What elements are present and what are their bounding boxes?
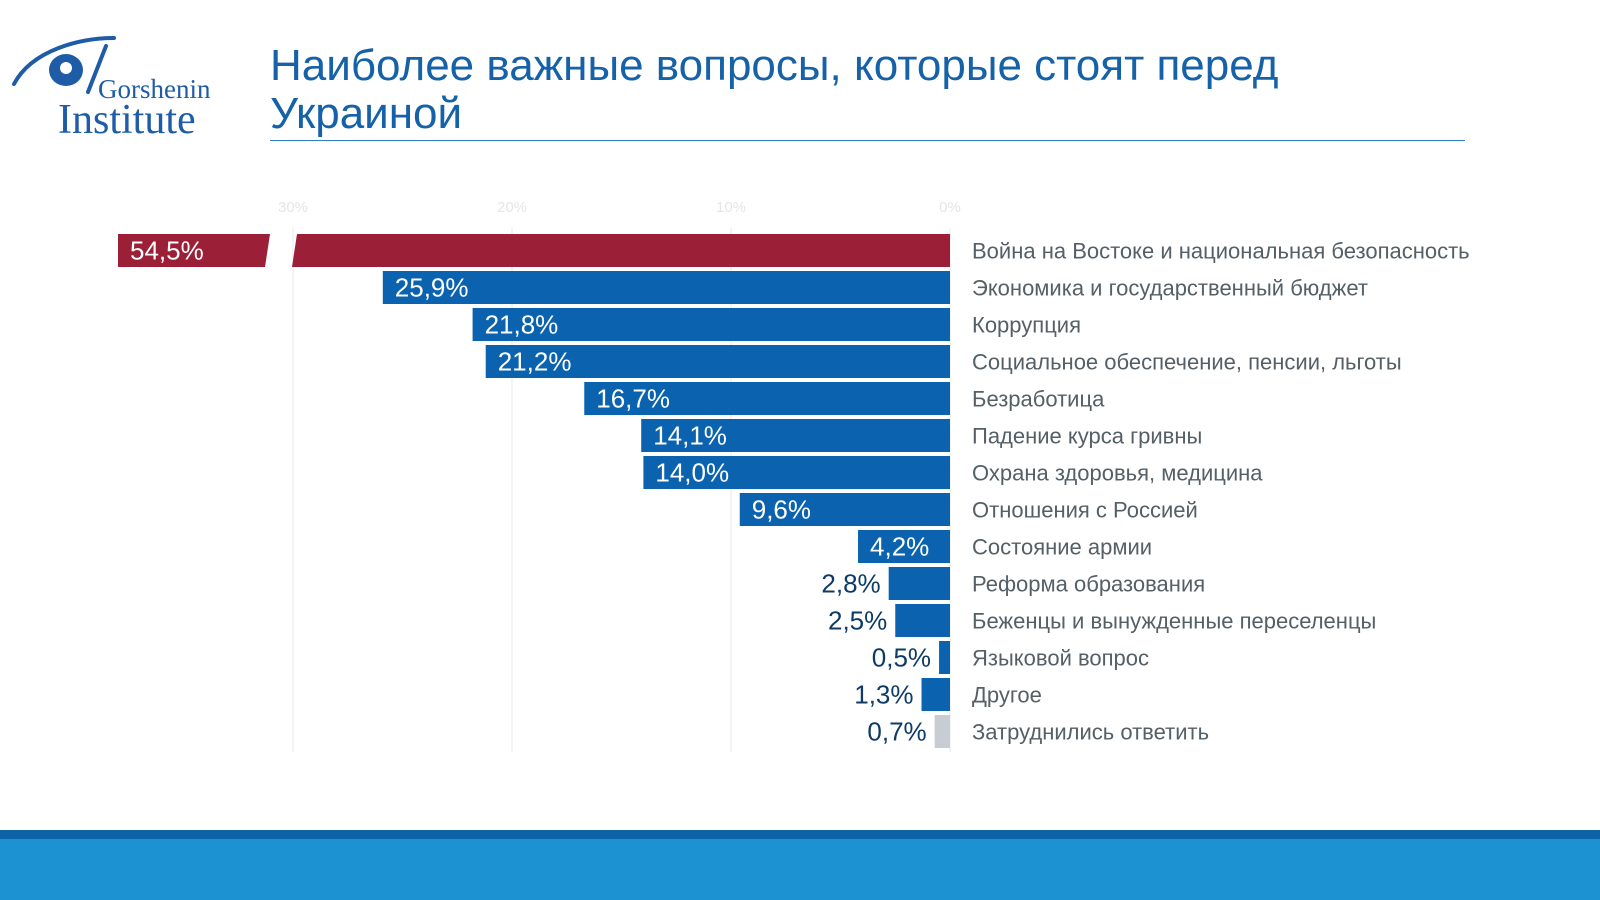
bar	[382, 271, 950, 304]
bar-value-label: 0,7%	[867, 717, 926, 747]
x-tick-label: 30%	[278, 199, 308, 216]
bar-value-label: 25,9%	[395, 273, 469, 303]
category-label: Реформа образования	[972, 572, 1205, 597]
bar	[858, 530, 950, 563]
bar-value-label: 1,3%	[854, 680, 913, 710]
bar	[895, 604, 950, 637]
eye-logo-icon	[12, 36, 116, 94]
category-label: Безработица	[972, 387, 1105, 412]
bar-value-label: 4,2%	[870, 532, 929, 562]
bar-value-label: 21,2%	[498, 347, 572, 377]
bar	[934, 715, 950, 748]
title-divider	[270, 140, 1465, 141]
bar-value-label: 2,8%	[821, 569, 880, 599]
x-tick-label: 0%	[939, 199, 961, 216]
bar-value-label: 0,5%	[872, 643, 931, 673]
bar	[472, 308, 950, 341]
bar	[739, 493, 950, 526]
bar-chart: 30% 20% 10% 0% 54,5% Война на Востоке и нацио…	[118, 199, 1470, 752]
footer-band	[0, 839, 1600, 900]
bar-value-label: 9,6%	[752, 495, 811, 525]
logo: Gorshenin Institute	[10, 32, 250, 143]
bar-value-label: 2,5%	[828, 606, 887, 636]
bar-value-label: 14,1%	[653, 421, 727, 451]
category-label: Отношения с Россией	[972, 498, 1198, 523]
category-label: Беженцы и вынужденные переселенцы	[972, 609, 1376, 634]
category-label: Языковой вопрос	[972, 646, 1149, 671]
bar	[584, 382, 950, 415]
logo-text-gorshenin: Gorshenin	[98, 74, 211, 104]
x-tick-label: 20%	[497, 199, 527, 216]
bar-value-label: 16,7%	[596, 384, 670, 414]
logo-text-institute: Institute	[58, 97, 196, 143]
bar	[485, 345, 950, 378]
bar	[118, 234, 270, 267]
category-label: Затруднились ответить	[972, 720, 1209, 745]
bar-value-label: 14,0%	[655, 458, 729, 488]
category-label: Экономика и государственный бюджет	[972, 276, 1368, 301]
category-label: Другое	[972, 683, 1042, 708]
category-label: Социальное обеспечение, пенсии, льготы	[972, 350, 1402, 375]
category-label: Война на Востоке и национальная безопасн…	[972, 239, 1470, 264]
bar	[939, 641, 950, 674]
footer-stripe	[0, 830, 1600, 839]
page-title: Наиболее важные вопросы, которые стоят п…	[270, 41, 1279, 138]
bar	[921, 678, 950, 711]
bar-value-label: 21,8%	[485, 310, 559, 340]
category-label: Состояние армии	[972, 535, 1152, 560]
bar	[888, 567, 950, 600]
category-label: Падение курса гривны	[972, 424, 1202, 449]
x-tick-label: 10%	[716, 199, 746, 216]
bar-value-label: 54,5%	[130, 236, 204, 266]
bar	[643, 456, 950, 489]
category-label: Коррупция	[972, 313, 1081, 338]
bar	[641, 419, 950, 452]
category-label: Охрана здоровья, медицина	[972, 461, 1263, 486]
bar	[292, 234, 950, 267]
